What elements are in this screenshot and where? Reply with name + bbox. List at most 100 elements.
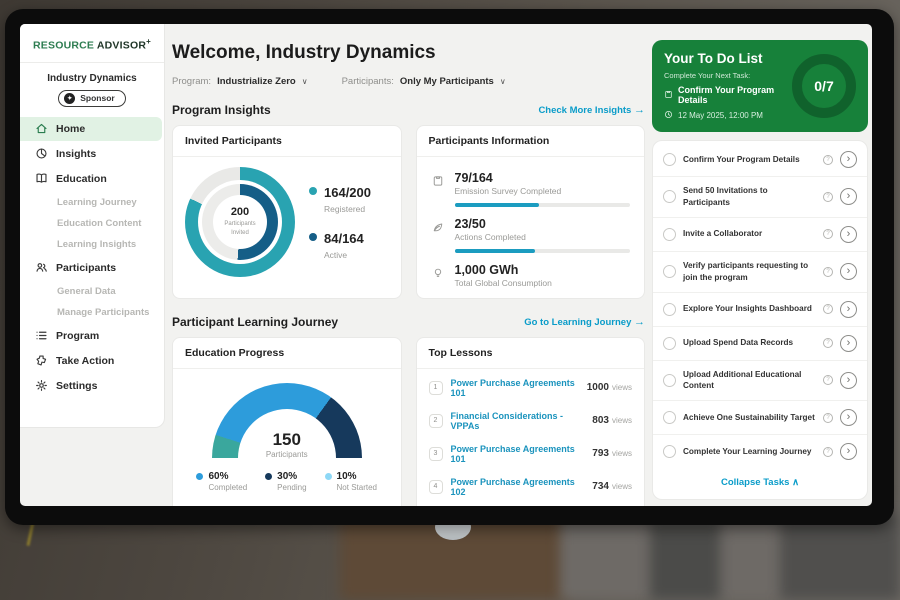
chevron-right-icon[interactable]: › bbox=[840, 300, 857, 318]
help-icon[interactable]: ? bbox=[823, 266, 833, 277]
emission-survey-row: 79/164 Emission Survey Completed bbox=[431, 165, 630, 211]
todo-item[interactable]: Achieve One Sustainability Target ? › bbox=[653, 401, 867, 436]
lesson-link[interactable]: Power Purchase Agreements 101 bbox=[450, 377, 575, 398]
help-icon[interactable]: ? bbox=[823, 446, 833, 457]
sponsor-badge[interactable]: ✦ Sponsor bbox=[58, 89, 126, 107]
check-more-insights-link[interactable]: Check More Insights → bbox=[538, 104, 645, 116]
sidebar-nav: Home Insights Education Learning Journey… bbox=[20, 116, 164, 398]
help-icon[interactable]: ? bbox=[823, 154, 833, 165]
checkbox[interactable] bbox=[663, 227, 676, 241]
program-filter[interactable]: Program: Industrialize Zero ∨ bbox=[172, 76, 308, 87]
sidebar-item-label: Settings bbox=[56, 379, 98, 392]
participants-filter[interactable]: Participants: Only My Participants ∨ bbox=[342, 76, 506, 87]
todo-item[interactable]: Upload Additional Educational Content ? … bbox=[653, 361, 867, 402]
organization-name: Industry Dynamics bbox=[47, 72, 137, 84]
chevron-right-icon[interactable]: › bbox=[840, 188, 857, 206]
sidebar-item-program[interactable]: Program bbox=[20, 324, 164, 348]
chevron-right-icon[interactable]: › bbox=[840, 225, 857, 243]
help-icon[interactable]: ? bbox=[823, 229, 833, 240]
chevron-right-icon[interactable]: › bbox=[840, 443, 857, 461]
lesson-link[interactable]: Financial Considerations - VPPAs bbox=[450, 410, 564, 431]
consumption-icon bbox=[431, 263, 445, 288]
invited-donut-center: 200 Participants Invited bbox=[213, 195, 267, 249]
sidebar-item-label: Insights bbox=[56, 147, 97, 160]
card-title: Invited Participants bbox=[173, 126, 401, 157]
clipboard-icon bbox=[664, 90, 673, 101]
chevron-right-icon[interactable]: › bbox=[840, 409, 857, 427]
program-filter-value: Industrialize Zero bbox=[217, 76, 296, 87]
filter-bar: Program: Industrialize Zero ∨ Participan… bbox=[172, 76, 645, 87]
next-task-label: Confirm Your Program Details bbox=[678, 85, 775, 105]
todo-item[interactable]: Explore Your Insights Dashboard ? › bbox=[653, 293, 867, 327]
not-started-dot bbox=[324, 473, 332, 480]
checkbox[interactable] bbox=[663, 302, 676, 316]
todo-item[interactable]: Verify participants requesting to join t… bbox=[653, 252, 867, 293]
todo-item[interactable]: Send 50 Invitations to Participants ? › bbox=[653, 177, 867, 218]
help-icon[interactable]: ? bbox=[823, 375, 833, 386]
todo-item[interactable]: Invite a Collaborator ? › bbox=[653, 218, 867, 252]
survey-icon bbox=[431, 171, 445, 207]
page-title: Welcome, Industry Dynamics bbox=[172, 42, 436, 63]
checkbox[interactable] bbox=[663, 190, 676, 204]
logo-advisor: ADVISOR bbox=[96, 39, 147, 52]
chevron-right-icon[interactable]: › bbox=[840, 263, 857, 281]
chevron-right-icon[interactable]: › bbox=[840, 371, 857, 389]
lesson-link[interactable]: Power Purchase Agreements 102 bbox=[450, 476, 575, 497]
education-progress-gauge: 150 Participants bbox=[211, 383, 362, 459]
rank-badge: 4 bbox=[428, 479, 443, 494]
sidebar-item-home[interactable]: Home bbox=[20, 116, 162, 141]
checkbox[interactable] bbox=[663, 445, 676, 459]
chevron-down-icon: ∨ bbox=[499, 77, 506, 86]
lesson-row: 4 Power Purchase Agreements 102 734 views bbox=[428, 470, 632, 503]
lesson-row: 1 Power Purchase Agreements 101 1000 view… bbox=[428, 371, 632, 404]
rank-badge: 2 bbox=[428, 413, 443, 428]
card-title: Education Progress bbox=[173, 338, 401, 369]
sidebar-item-education[interactable]: Education bbox=[20, 167, 164, 191]
help-icon[interactable]: ? bbox=[823, 412, 833, 423]
sidebar-item-education-content[interactable]: Education Content bbox=[57, 217, 142, 229]
sidebar-item-learning-journey[interactable]: Learning Journey bbox=[57, 196, 137, 208]
views-count: 734 views bbox=[592, 481, 632, 492]
sidebar-item-label: Education bbox=[56, 172, 107, 185]
progress-fill bbox=[454, 203, 539, 207]
lesson-row: 2 Financial Considerations - VPPAs 803 vi… bbox=[428, 404, 632, 437]
chevron-right-icon[interactable]: › bbox=[840, 151, 857, 168]
education-progress-card: Education Progress 150 Participants bbox=[172, 337, 402, 506]
views-count: 793 views bbox=[592, 448, 632, 459]
todo-item[interactable]: Confirm Your Program Details ? › bbox=[653, 143, 867, 177]
gauge-legend: 60% Completed 30% Pending bbox=[186, 459, 387, 504]
chevron-right-icon[interactable]: › bbox=[840, 334, 857, 352]
sidebar-item-settings[interactable]: Settings bbox=[20, 374, 164, 398]
invited-donut-ring-outer: 200 Participants Invited bbox=[185, 167, 295, 277]
help-icon[interactable]: ? bbox=[823, 304, 833, 315]
take-action-icon bbox=[34, 354, 48, 368]
views-count: 803 views bbox=[592, 415, 632, 426]
sidebar-item-label: Participants bbox=[56, 261, 117, 274]
go-to-learning-journey-link[interactable]: Go to Learning Journey → bbox=[524, 316, 645, 328]
todo-progress-value: 0/7 bbox=[814, 78, 834, 94]
checkbox[interactable] bbox=[663, 265, 676, 279]
progress-track bbox=[454, 203, 630, 207]
sidebar-item-learning-insights[interactable]: Learning Insights bbox=[57, 238, 137, 250]
help-icon[interactable]: ? bbox=[823, 338, 833, 349]
checkbox[interactable] bbox=[663, 411, 676, 425]
sidebar: RESOURCE ADVISOR+ Industry Dynamics ✦ Sp… bbox=[20, 24, 165, 428]
checkbox[interactable] bbox=[663, 153, 676, 166]
checkbox[interactable] bbox=[663, 336, 676, 350]
sidebar-item-general-data[interactable]: General Data bbox=[57, 285, 116, 297]
help-icon[interactable]: ? bbox=[823, 191, 833, 202]
todo-item[interactable]: Complete Your Learning Journey ? › bbox=[653, 435, 867, 468]
background-shadow bbox=[780, 515, 900, 600]
progress-track bbox=[454, 249, 630, 253]
completed-legend: 60% Completed bbox=[196, 471, 247, 492]
sidebar-item-participants[interactable]: Participants bbox=[20, 256, 164, 280]
sidebar-item-insights[interactable]: Insights bbox=[20, 142, 164, 166]
checkbox[interactable] bbox=[663, 373, 676, 387]
settings-icon bbox=[34, 379, 48, 393]
todo-item[interactable]: Upload Spend Data Records ? › bbox=[653, 327, 867, 361]
sidebar-item-take-action[interactable]: Take Action bbox=[20, 349, 164, 373]
collapse-tasks-link[interactable]: Collapse Tasks ∧ bbox=[720, 477, 800, 489]
sidebar-item-manage-participants[interactable]: Manage Participants bbox=[57, 306, 150, 318]
lesson-link[interactable]: Power Purchase Agreements 101 bbox=[450, 443, 575, 464]
